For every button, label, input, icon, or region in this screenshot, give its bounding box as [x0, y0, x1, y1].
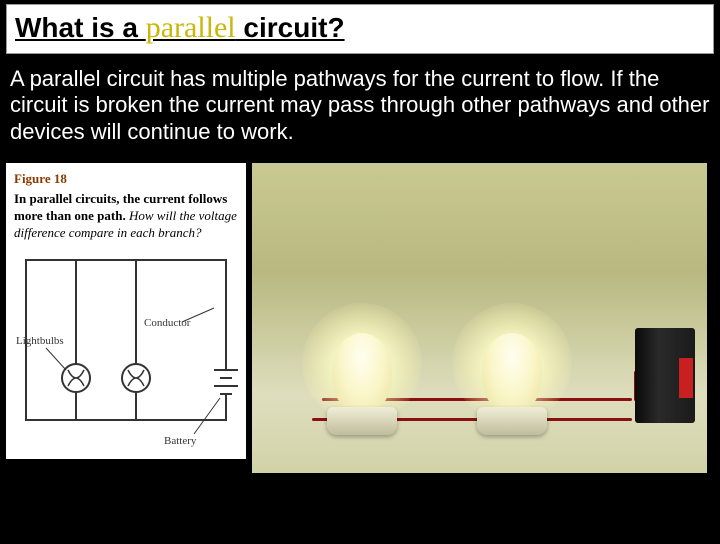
figure-panel: Figure 18 In parallel circuits, the curr…: [6, 163, 246, 459]
circuit-svg: Lightbulbs Conductor Battery: [14, 248, 238, 448]
figure-row: Figure 18 In parallel circuits, the curr…: [0, 155, 720, 473]
label-lightbulbs: Lightbulbs: [16, 335, 64, 347]
bulb-symbol-2: [122, 364, 150, 392]
label-conductor: Conductor: [144, 317, 191, 329]
bulb-1-socket: [327, 407, 397, 435]
figure-caption: In parallel circuits, the current follow…: [14, 191, 238, 242]
title-box: What is a parallel circuit?: [6, 4, 714, 54]
battery-pack: [635, 328, 695, 423]
bulb-symbol-1: [62, 364, 90, 392]
bulb-1-glass: [332, 333, 392, 413]
circuit-diagram: Lightbulbs Conductor Battery: [14, 248, 238, 453]
figure-label: Figure 18: [14, 171, 238, 187]
battery-label-strip: [679, 358, 693, 398]
circuit-photo: [252, 163, 707, 473]
bulb-2-glass: [482, 333, 542, 413]
title-highlight: parallel: [146, 11, 236, 44]
title-prefix: What is a: [15, 12, 146, 43]
title-suffix: circuit?: [236, 12, 345, 43]
page-title: What is a parallel circuit?: [15, 11, 705, 45]
battery-symbol: [214, 352, 238, 420]
body-text: A parallel circuit has multiple pathways…: [0, 62, 720, 155]
label-battery: Battery: [164, 435, 197, 447]
bulb-2-socket: [477, 407, 547, 435]
label-line-bulbs: [46, 348, 66, 370]
label-line-battery: [194, 398, 220, 434]
